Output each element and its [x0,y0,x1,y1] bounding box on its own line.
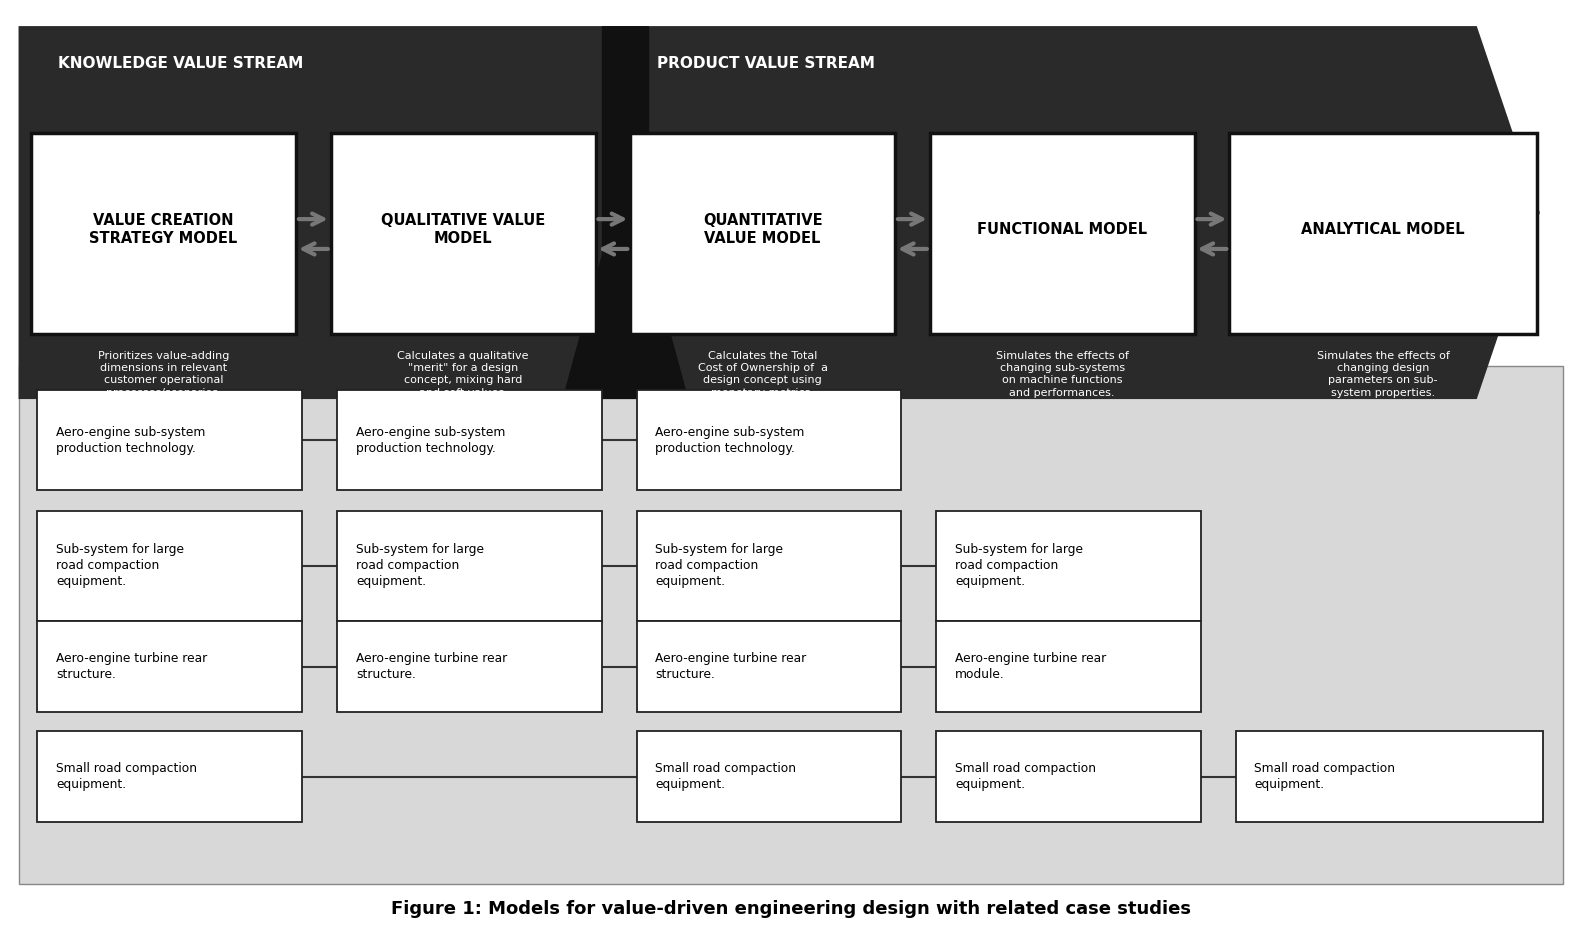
FancyBboxPatch shape [32,133,296,334]
Text: Small road compaction
equipment.: Small road compaction equipment. [57,763,198,792]
FancyBboxPatch shape [1229,133,1536,334]
FancyBboxPatch shape [337,621,601,712]
FancyBboxPatch shape [337,390,601,491]
Text: Small road compaction
equipment.: Small road compaction equipment. [956,763,1096,792]
FancyBboxPatch shape [1236,731,1542,823]
Text: Aero-engine turbine rear
structure.: Aero-engine turbine rear structure. [356,652,508,681]
Text: VALUE CREATION
STRATEGY MODEL: VALUE CREATION STRATEGY MODEL [90,213,237,247]
FancyBboxPatch shape [636,390,902,491]
FancyBboxPatch shape [331,133,595,334]
FancyBboxPatch shape [630,133,895,334]
Text: Simulates the effects of
changing sub-systems
on machine functions
and performan: Simulates the effects of changing sub-sy… [995,351,1128,398]
FancyBboxPatch shape [38,390,302,491]
FancyBboxPatch shape [19,367,1563,884]
Text: Simulates the effects of
changing design
parameters on sub-
system properties.: Simulates the effects of changing design… [1316,351,1449,398]
Text: KNOWLEDGE VALUE STREAM: KNOWLEDGE VALUE STREAM [59,56,304,71]
FancyBboxPatch shape [38,511,302,621]
Text: QUALITATIVE VALUE
MODEL: QUALITATIVE VALUE MODEL [381,213,546,247]
Text: QUANTITATIVE
VALUE MODEL: QUANTITATIVE VALUE MODEL [702,213,823,247]
Text: Small road compaction
equipment.: Small road compaction equipment. [655,763,796,792]
Text: Sub-system for large
road compaction
equipment.: Sub-system for large road compaction equ… [57,543,185,588]
FancyBboxPatch shape [38,621,302,712]
FancyBboxPatch shape [337,511,601,621]
FancyBboxPatch shape [937,731,1201,823]
Text: Sub-system for large
road compaction
equipment.: Sub-system for large road compaction equ… [356,543,484,588]
Polygon shape [563,26,688,399]
FancyBboxPatch shape [937,621,1201,712]
FancyBboxPatch shape [636,731,902,823]
Text: Aero-engine sub-system
production technology.: Aero-engine sub-system production techno… [655,426,805,455]
Text: Aero-engine turbine rear
module.: Aero-engine turbine rear module. [956,652,1106,681]
Text: PRODUCT VALUE STREAM: PRODUCT VALUE STREAM [657,56,875,71]
FancyBboxPatch shape [38,731,302,823]
FancyBboxPatch shape [930,133,1194,334]
Text: ANALYTICAL MODEL: ANALYTICAL MODEL [1300,222,1465,237]
Polygon shape [19,26,1539,399]
Text: Sub-system for large
road compaction
equipment.: Sub-system for large road compaction equ… [655,543,783,588]
Text: Sub-system for large
road compaction
equipment.: Sub-system for large road compaction equ… [956,543,1084,588]
Text: Calculates a qualitative
"merit" for a design
concept, mixing hard
and soft valu: Calculates a qualitative "merit" for a d… [397,351,528,398]
Text: Figure 1: Models for value-driven engineering design with related case studies: Figure 1: Models for value-driven engine… [391,900,1191,918]
Text: Calculates the Total
Cost of Ownership of  a
design concept using
monetary metri: Calculates the Total Cost of Ownership o… [698,351,827,398]
Text: Aero-engine turbine rear
structure.: Aero-engine turbine rear structure. [655,652,807,681]
Text: Aero-engine sub-system
production technology.: Aero-engine sub-system production techno… [356,426,505,455]
FancyBboxPatch shape [636,511,902,621]
Text: Aero-engine sub-system
production technology.: Aero-engine sub-system production techno… [57,426,206,455]
Text: FUNCTIONAL MODEL: FUNCTIONAL MODEL [978,222,1147,237]
FancyBboxPatch shape [636,621,902,712]
Text: Small road compaction
equipment.: Small road compaction equipment. [1255,763,1395,792]
FancyBboxPatch shape [937,511,1201,621]
Text: Aero-engine turbine rear
structure.: Aero-engine turbine rear structure. [57,652,207,681]
Text: Prioritizes value-adding
dimensions in relevant
customer operational
processes/s: Prioritizes value-adding dimensions in r… [98,351,229,398]
